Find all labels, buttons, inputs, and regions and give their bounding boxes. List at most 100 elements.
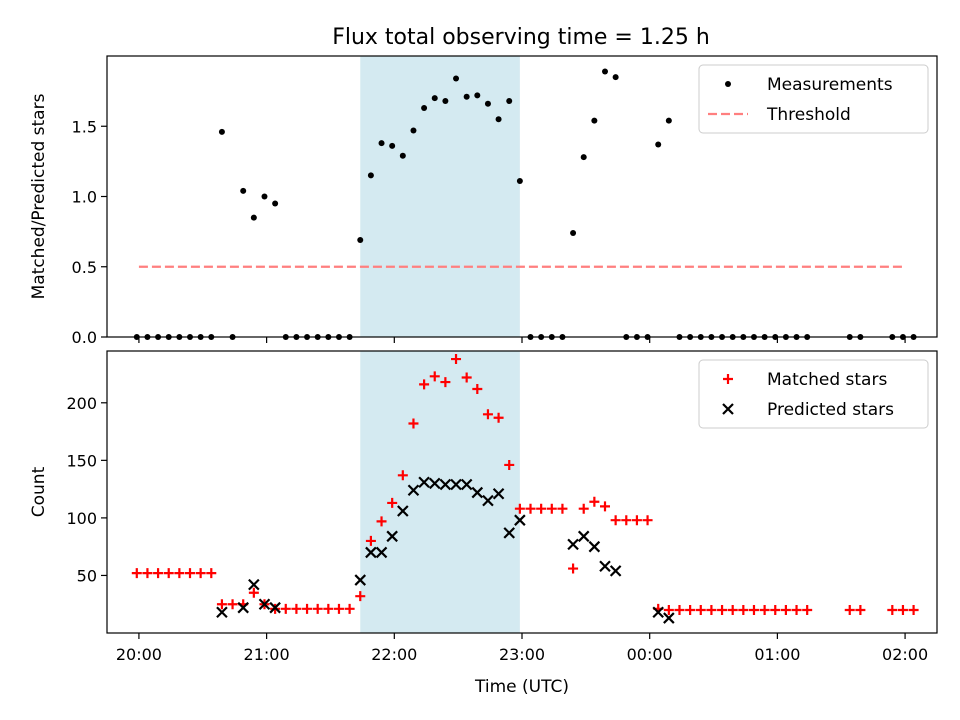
measurements-point bbox=[431, 95, 438, 102]
top-legend-symbol bbox=[725, 81, 731, 87]
xtick-label: 02:00 bbox=[882, 645, 928, 664]
matched-stars-point bbox=[600, 501, 610, 512]
matched-stars-point bbox=[248, 587, 259, 598]
predicted-stars-point bbox=[588, 540, 601, 553]
predicted-stars-point bbox=[216, 606, 228, 619]
measurements-point bbox=[570, 230, 577, 237]
matched-stars-point bbox=[153, 568, 164, 579]
matched-stars-point bbox=[717, 604, 728, 615]
matched-stars-point bbox=[514, 503, 525, 514]
bot-legend-label: Predicted stars bbox=[767, 400, 894, 420]
measurements-point bbox=[399, 152, 406, 159]
matched-stars-point bbox=[897, 604, 908, 615]
matched-stars-point bbox=[791, 604, 802, 615]
matched-stars-point bbox=[727, 604, 738, 615]
bot-legend-box bbox=[698, 359, 929, 429]
predicted-stars-point bbox=[269, 601, 281, 614]
bottom-xlabel: Time (UTC) bbox=[474, 677, 569, 697]
measurements-point bbox=[665, 117, 672, 124]
measurements-point bbox=[250, 214, 257, 221]
predicted-stars-point bbox=[407, 484, 420, 497]
bot-ytick-label: 150 bbox=[66, 451, 97, 470]
measurements-point bbox=[506, 97, 513, 104]
measurements-point bbox=[421, 104, 428, 111]
chart-title: Flux total observing time = 1.25 h bbox=[332, 25, 710, 50]
measurements-point bbox=[463, 93, 470, 100]
matched-stars-point bbox=[461, 372, 472, 383]
matched-stars-point bbox=[291, 603, 302, 614]
predicted-stars-point bbox=[482, 494, 494, 507]
predicted-stars-point bbox=[386, 530, 398, 543]
bot-legend-symbol bbox=[722, 403, 734, 415]
measurements-point bbox=[516, 178, 523, 185]
bottom-xticks: 20:00 21:00 22:00 23:00 00:00 01:00 02:00 bbox=[116, 633, 928, 664]
predicted-stars-point bbox=[418, 476, 430, 488]
matched-stars-point bbox=[748, 604, 759, 615]
top-marks bbox=[133, 68, 917, 340]
matched-stars-point bbox=[397, 470, 408, 481]
matched-stars-point bbox=[589, 496, 600, 507]
bot-legend-label: Matched stars bbox=[767, 370, 887, 390]
matched-stars-point bbox=[174, 568, 185, 579]
top-highlight-span bbox=[360, 56, 520, 337]
top-ytick-label: 1.5 bbox=[72, 117, 97, 136]
matched-stars-point bbox=[621, 515, 632, 526]
measurements-point bbox=[357, 237, 364, 244]
matched-stars-point bbox=[663, 604, 674, 615]
measurements-point bbox=[240, 187, 247, 194]
matched-stars-point bbox=[610, 515, 621, 526]
measurements-point bbox=[442, 97, 449, 104]
predicted-stars-point bbox=[492, 487, 505, 500]
top-ytick-label: 1.0 bbox=[72, 188, 97, 207]
predicted-stars-point bbox=[428, 477, 441, 490]
predicted-stars-point bbox=[237, 601, 249, 614]
matched-stars-point bbox=[887, 604, 898, 615]
xtick-label: 23:00 bbox=[499, 645, 545, 664]
bottom-highlight-span bbox=[360, 351, 520, 633]
top-ytick-label: 0.0 bbox=[72, 328, 97, 347]
matched-stars-point bbox=[855, 604, 866, 615]
measurements-point bbox=[495, 116, 502, 123]
matched-stars-point bbox=[557, 503, 568, 514]
predicted-stars-point bbox=[439, 478, 452, 491]
matched-stars-point bbox=[195, 568, 206, 579]
matched-stars-point bbox=[302, 603, 313, 614]
predicted-stars-point bbox=[577, 530, 590, 543]
predicted-stars-point bbox=[460, 478, 473, 491]
matched-stars-point bbox=[451, 354, 462, 365]
measurements-point bbox=[602, 68, 608, 75]
matched-stars-point bbox=[280, 603, 291, 614]
bottom-legend: Matched stars Predicted stars bbox=[698, 359, 929, 429]
matched-stars-point bbox=[344, 603, 355, 614]
measurements-point bbox=[474, 92, 481, 99]
predicted-stars-point bbox=[514, 514, 526, 526]
measurements-point bbox=[218, 128, 225, 135]
matched-stars-point bbox=[738, 604, 749, 615]
measurements-point bbox=[389, 142, 396, 149]
predicted-stars-point bbox=[248, 578, 260, 591]
matched-stars-point bbox=[206, 568, 217, 579]
matched-stars-point bbox=[227, 599, 238, 610]
predicted-stars-point bbox=[365, 546, 377, 559]
matched-stars-point bbox=[185, 568, 195, 579]
matched-stars-point bbox=[472, 383, 483, 394]
bot-legend-symbol bbox=[723, 374, 733, 384]
matched-stars-point bbox=[685, 604, 696, 615]
matched-stars-point bbox=[802, 604, 813, 615]
matched-stars-point bbox=[142, 568, 153, 579]
measurements-point bbox=[367, 172, 374, 179]
top-legend-box bbox=[698, 64, 929, 134]
predicted-stars-point bbox=[599, 560, 611, 573]
matched-stars-point bbox=[536, 503, 547, 514]
predicted-stars-point bbox=[397, 505, 409, 517]
matched-stars-point bbox=[770, 604, 781, 615]
matched-stars-point bbox=[333, 603, 344, 614]
matched-stars-point bbox=[312, 603, 323, 614]
predicted-stars-point bbox=[450, 478, 462, 491]
measurements-point bbox=[272, 200, 279, 207]
predicted-stars-point bbox=[471, 486, 484, 499]
predicted-stars-point bbox=[354, 574, 367, 586]
bot-ytick-label: 200 bbox=[66, 394, 97, 413]
bot-ytick-label: 50 bbox=[77, 566, 97, 585]
